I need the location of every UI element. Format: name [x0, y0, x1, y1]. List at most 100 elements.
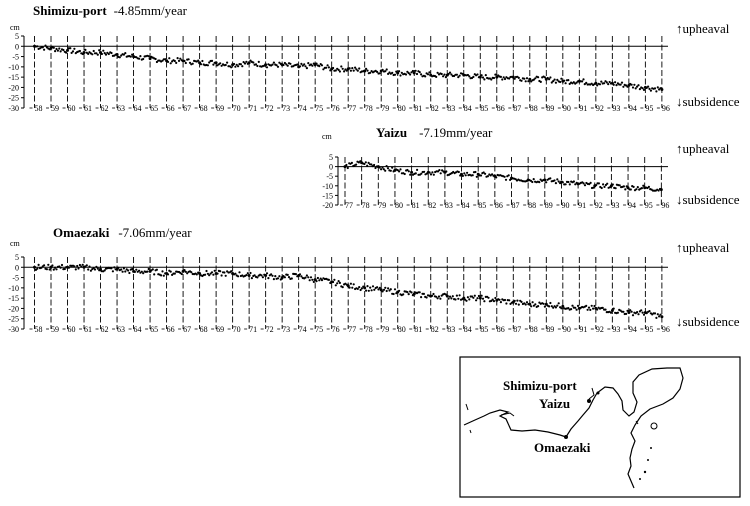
- data-point: [640, 187, 644, 190]
- data-point: [554, 81, 558, 84]
- data-point: [657, 189, 660, 192]
- data-point: [378, 166, 381, 169]
- data-point: [601, 306, 604, 309]
- data-point: [139, 55, 142, 58]
- data-point: [641, 311, 644, 314]
- data-point: [261, 276, 264, 279]
- data-point: [129, 55, 132, 58]
- data-point: [249, 271, 252, 275]
- data-point: [364, 161, 367, 164]
- data-point: [410, 170, 414, 174]
- data-point: [559, 80, 562, 84]
- data-point: [440, 72, 443, 76]
- data-point: [543, 76, 547, 79]
- data-point: [490, 78, 493, 81]
- data-point: [542, 302, 545, 305]
- data-point: [428, 71, 431, 74]
- data-point: [492, 300, 496, 303]
- map-label-omaezaki: Omaezaki: [534, 440, 591, 455]
- data-point: [636, 186, 639, 189]
- data-point: [626, 186, 630, 190]
- data-point: [332, 280, 335, 284]
- chart-title-rate: -7.19mm/year: [419, 125, 493, 140]
- x-tick-label: 78: [365, 325, 373, 334]
- data-point: [373, 288, 376, 291]
- x-tick-label: 62: [101, 325, 109, 334]
- data-point: [574, 306, 577, 309]
- x-tick-label: 69: [216, 104, 224, 113]
- data-point: [356, 287, 359, 290]
- data-point: [381, 166, 384, 169]
- data-point: [147, 55, 150, 58]
- data-point: [564, 183, 567, 186]
- data-point: [183, 59, 186, 63]
- data-point: [44, 44, 47, 47]
- data-point: [209, 272, 212, 275]
- data-point: [289, 62, 292, 65]
- data-point: [398, 170, 401, 173]
- chart-shimizu-port: Shimizu-port -4.85mm/year cm ↑upheaval ↓…: [8, 2, 739, 113]
- data-point: [589, 308, 592, 311]
- data-point: [188, 61, 192, 64]
- data-point: [517, 76, 520, 79]
- data-point: [117, 266, 120, 269]
- data-point: [177, 59, 181, 63]
- data-point: [381, 290, 384, 293]
- data-point: [49, 265, 53, 269]
- data-point: [659, 313, 662, 316]
- data-point: [618, 184, 621, 187]
- data-point: [305, 274, 308, 277]
- data-point: [345, 163, 348, 167]
- data-point: [606, 182, 609, 185]
- data-point: [89, 269, 92, 272]
- data-point: [349, 69, 352, 72]
- data-point: [142, 57, 145, 61]
- data-point: [386, 167, 390, 170]
- data-point: [487, 296, 490, 299]
- data-point: [355, 163, 358, 166]
- x-tick-label: 93: [612, 104, 620, 113]
- data-point: [532, 78, 536, 81]
- data-point: [653, 312, 657, 315]
- data-point: [74, 268, 77, 271]
- data-point: [556, 304, 559, 307]
- data-point: [198, 272, 202, 275]
- station-marker-shimizu-port: [596, 391, 600, 395]
- svg-text:Shimizu-port -4.85mm/yea: Shimizu-port -4.85mm/year: [33, 2, 188, 19]
- y-tick-label: -5: [326, 172, 333, 181]
- data-point: [99, 267, 102, 271]
- data-point: [91, 53, 94, 56]
- x-tick-label: 77: [348, 104, 356, 113]
- data-point: [197, 59, 200, 62]
- data-point: [435, 295, 438, 298]
- data-point: [616, 311, 620, 314]
- upheaval-label: ↑upheaval: [676, 240, 730, 255]
- data-point: [195, 273, 198, 276]
- x-tick-label: 89: [546, 104, 554, 113]
- data-point: [455, 294, 458, 297]
- data-point: [537, 305, 540, 308]
- chart-yaizu: Yaizu -7.19mm/year cm ↑upheaval ↓subside…: [322, 125, 740, 210]
- data-point: [360, 287, 363, 290]
- data-point: [264, 63, 268, 67]
- data-point: [638, 88, 642, 91]
- data-point: [343, 70, 346, 73]
- x-tick-label: 72: [266, 325, 274, 334]
- data-point: [253, 274, 256, 277]
- data-point: [230, 270, 233, 273]
- island: [639, 478, 641, 480]
- data-point: [595, 184, 598, 187]
- data-point: [420, 172, 423, 175]
- data-point: [655, 90, 658, 93]
- x-tick-label: 76: [332, 325, 340, 334]
- data-point: [131, 53, 134, 56]
- data-point: [66, 48, 69, 52]
- data-point: [553, 179, 556, 182]
- data-point: [271, 63, 274, 66]
- data-point: [110, 51, 113, 55]
- data-point: [447, 297, 450, 300]
- data-point: [436, 71, 439, 74]
- svg-text:Omaezaki -7.06mm/year: Omaezaki -7.06mm/year: [53, 224, 192, 241]
- data-point: [51, 264, 54, 267]
- data-point: [102, 49, 105, 52]
